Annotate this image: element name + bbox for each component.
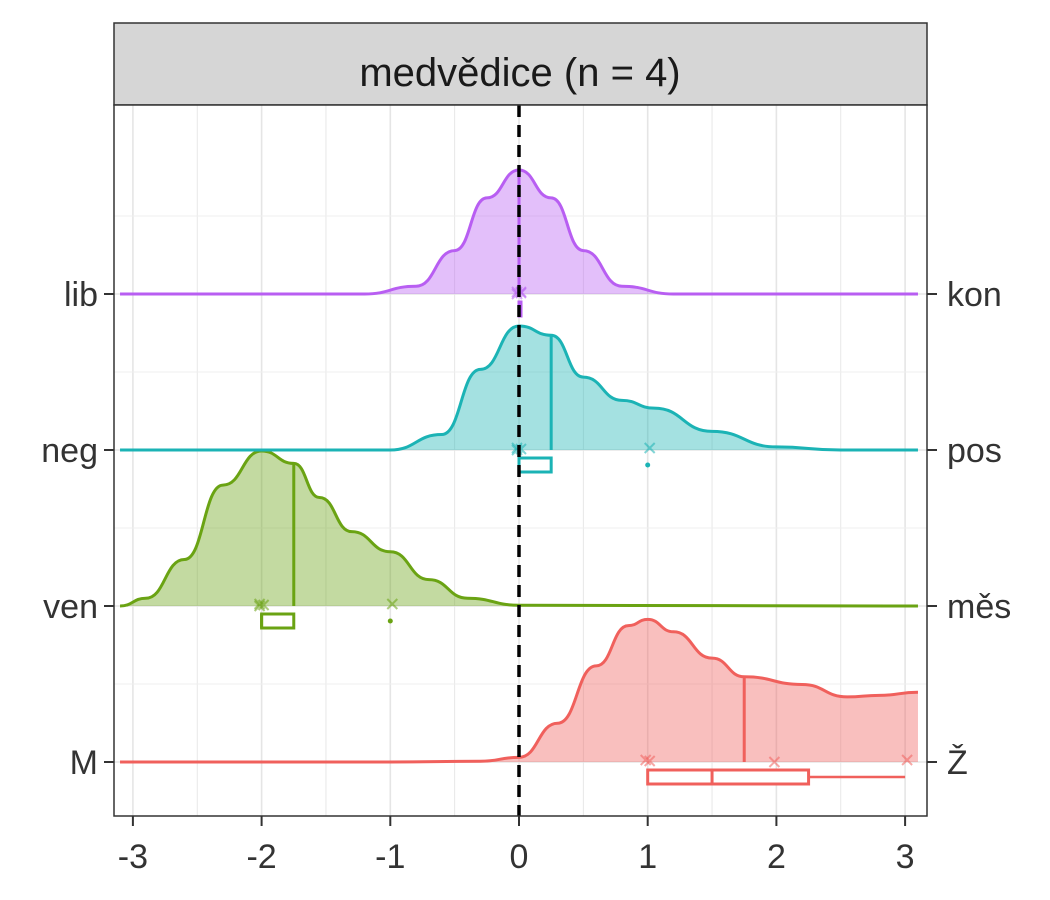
data-point [257,599,270,611]
data-point [253,600,266,612]
density-line [120,617,918,764]
y-label-right: kon [947,276,1002,314]
y-label-left: ven [43,588,98,626]
y-label-right: měs [947,588,1011,626]
data-point [253,598,266,610]
box [260,612,296,630]
ridge-M [120,617,918,786]
x-tick-label: -3 [118,838,148,876]
x-tick-label: 1 [638,838,657,876]
y-label-right: pos [947,432,1002,470]
data-point [643,755,656,767]
x-tick-label: 2 [767,838,786,876]
density-line [120,324,918,452]
y-label-left: M [70,744,98,782]
x-tick-label: 3 [896,838,915,876]
data-point [768,756,781,768]
box [646,768,811,786]
outlier-point [387,618,393,624]
data-point [386,598,399,610]
x-tick-label: 0 [510,838,529,876]
box [517,456,553,474]
data-point [643,442,656,454]
data-point [901,754,913,766]
facet-title: medvědice (n = 4) [359,51,680,95]
outlier-point [645,462,651,468]
facet-strip [113,22,928,106]
y-label-right: Ž [947,744,968,782]
density-area [120,451,918,606]
data-point [639,754,652,766]
panel-border [113,104,928,817]
x-tick-label: -2 [246,838,276,876]
y-label-left: lib [64,276,98,314]
x-tick-label: -1 [375,838,405,876]
density-area [120,619,918,762]
y-label-left: neg [41,432,98,470]
